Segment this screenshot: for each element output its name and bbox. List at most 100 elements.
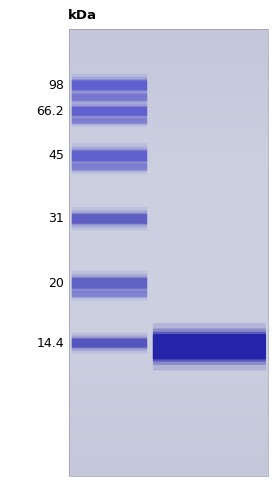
FancyBboxPatch shape (72, 271, 147, 296)
FancyBboxPatch shape (72, 101, 147, 122)
Bar (69, 246, 268, 247)
Bar (69, 456, 268, 457)
Bar (69, 342, 268, 344)
FancyBboxPatch shape (153, 328, 266, 365)
Bar (69, 77, 268, 79)
Bar (69, 289, 268, 290)
Bar (69, 64, 268, 65)
Bar (69, 449, 268, 451)
Bar (69, 56, 268, 58)
Bar (69, 131, 268, 132)
Text: 98: 98 (48, 79, 64, 92)
Bar (69, 224, 268, 226)
Bar (69, 462, 268, 463)
Bar (69, 191, 268, 192)
Bar (69, 427, 268, 429)
Bar (69, 92, 268, 93)
Bar (69, 281, 268, 283)
Bar (69, 207, 268, 208)
Bar (69, 217, 268, 218)
Bar (69, 385, 268, 387)
Bar (69, 459, 268, 460)
Bar (69, 429, 268, 430)
FancyBboxPatch shape (72, 289, 147, 300)
Bar (69, 469, 268, 470)
Bar (69, 192, 268, 193)
Bar (69, 393, 268, 394)
Bar (69, 361, 268, 363)
Bar (69, 406, 268, 408)
Bar (69, 312, 268, 314)
Bar (69, 442, 268, 443)
FancyBboxPatch shape (72, 337, 147, 349)
Text: 31: 31 (48, 213, 64, 225)
Bar (69, 284, 268, 286)
Bar (69, 31, 268, 32)
Bar (69, 432, 268, 433)
Bar (69, 286, 268, 287)
Bar (69, 292, 268, 293)
Bar (69, 283, 268, 284)
Bar (69, 189, 268, 191)
Bar (69, 74, 268, 76)
Bar (69, 199, 268, 201)
Bar (69, 338, 268, 339)
Bar (69, 454, 268, 456)
Bar (69, 439, 268, 440)
Bar (69, 134, 268, 135)
Bar (69, 164, 268, 165)
Bar (69, 172, 268, 174)
Bar (69, 58, 268, 59)
Bar (69, 84, 268, 86)
Bar (69, 320, 268, 322)
Bar (69, 335, 268, 336)
Bar (69, 332, 268, 333)
Bar (69, 46, 268, 47)
Bar (69, 412, 268, 414)
Bar (69, 123, 268, 125)
Bar (69, 79, 268, 80)
Bar (69, 448, 268, 449)
FancyBboxPatch shape (72, 106, 147, 117)
Bar (69, 341, 268, 342)
Bar (69, 430, 268, 432)
Bar (69, 248, 268, 250)
Bar (69, 231, 268, 232)
Bar (69, 98, 268, 100)
Bar (69, 119, 268, 120)
Bar (69, 358, 268, 360)
Bar (69, 83, 268, 84)
Bar (69, 213, 268, 214)
FancyBboxPatch shape (72, 159, 147, 175)
Bar (69, 308, 268, 309)
Bar (69, 205, 268, 207)
Bar (69, 107, 268, 109)
Bar (69, 169, 268, 171)
Bar (69, 463, 268, 464)
Bar (69, 287, 268, 289)
Bar (69, 372, 268, 374)
Bar (69, 368, 268, 369)
Bar (69, 138, 268, 139)
Bar (69, 433, 268, 435)
Bar (69, 256, 268, 257)
Text: kDa: kDa (68, 9, 97, 22)
FancyBboxPatch shape (72, 93, 147, 102)
Bar (69, 318, 268, 320)
Bar (69, 146, 268, 147)
Bar (69, 139, 268, 141)
Bar (69, 445, 268, 446)
Bar (69, 295, 268, 296)
FancyBboxPatch shape (72, 147, 147, 165)
Bar (69, 152, 268, 153)
Bar (69, 336, 268, 338)
Bar (69, 353, 268, 354)
Bar (69, 426, 268, 427)
FancyBboxPatch shape (72, 115, 147, 127)
Bar (69, 440, 268, 442)
Bar (69, 62, 268, 64)
Bar (69, 29, 268, 31)
Bar (69, 357, 268, 358)
Bar (69, 382, 268, 384)
Bar (69, 71, 268, 73)
